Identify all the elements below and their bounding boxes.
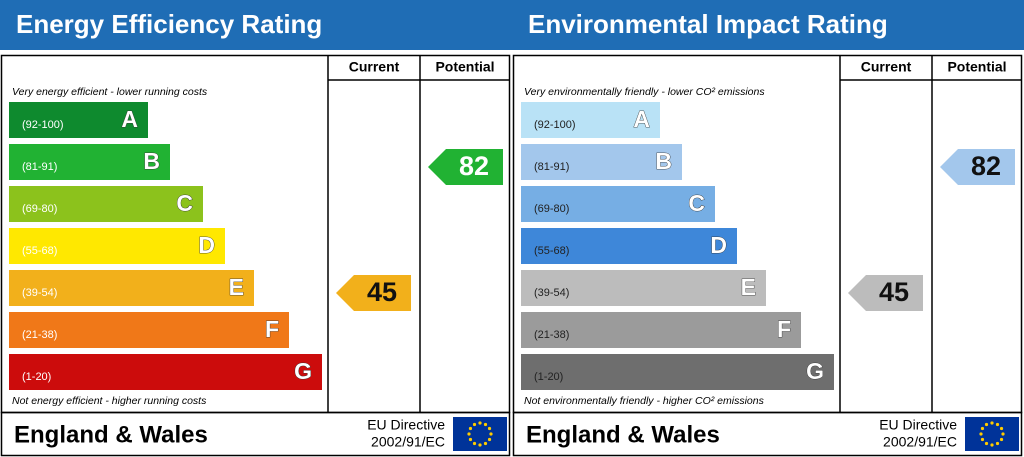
band-letter: A bbox=[121, 106, 138, 132]
band-range: (21-38) bbox=[22, 329, 57, 341]
column-header: Potential bbox=[435, 59, 494, 75]
band-letter: A bbox=[633, 106, 650, 132]
band-range: (69-80) bbox=[534, 203, 569, 215]
eu-star bbox=[468, 426, 473, 431]
rating-bar bbox=[521, 312, 801, 348]
footer-border bbox=[0, 411, 511, 457]
panel-title: Environmental Impact Rating bbox=[528, 9, 888, 39]
eu-star bbox=[979, 432, 983, 436]
column-header: Potential bbox=[947, 59, 1006, 75]
eu-star bbox=[483, 441, 488, 446]
band-range: (69-80) bbox=[22, 203, 57, 215]
eu-star bbox=[478, 443, 482, 447]
eu-star bbox=[984, 422, 989, 427]
eu-star bbox=[980, 437, 985, 442]
rating-bar bbox=[521, 144, 682, 180]
band-range: (21-38) bbox=[534, 329, 569, 341]
band-range: (81-91) bbox=[534, 161, 569, 173]
rating-bar bbox=[521, 354, 834, 390]
band-range: (92-100) bbox=[534, 119, 576, 131]
top-note: Very energy efficient - lower running co… bbox=[12, 86, 208, 98]
title-bar bbox=[0, 0, 1024, 50]
footer-directive: 2002/91/EC bbox=[883, 434, 957, 450]
band-letter: F bbox=[265, 316, 279, 342]
band-range: (55-68) bbox=[22, 245, 57, 257]
eu-star bbox=[487, 426, 492, 431]
band-letter: D bbox=[198, 232, 215, 258]
footer-directive: EU Directive bbox=[367, 417, 445, 433]
rating-arrow bbox=[336, 275, 411, 311]
panel-title: Energy Efficiency Rating bbox=[16, 9, 322, 39]
band-range: (39-54) bbox=[22, 287, 57, 299]
eu-star bbox=[984, 441, 989, 446]
rating-bar bbox=[521, 102, 660, 138]
eu-star bbox=[990, 443, 994, 447]
band-range: (92-100) bbox=[22, 119, 64, 131]
eu-star bbox=[478, 421, 482, 425]
rating-bar bbox=[521, 270, 766, 306]
footer-region: England & Wales bbox=[526, 421, 720, 448]
rating-value: 82 bbox=[971, 151, 1001, 181]
rating-bar bbox=[9, 144, 170, 180]
rating-bar bbox=[9, 312, 289, 348]
eu-star bbox=[990, 421, 994, 425]
eu-star bbox=[467, 432, 471, 436]
band-letter: D bbox=[710, 232, 727, 258]
eu-star bbox=[472, 441, 477, 446]
top-note: Very environmentally friendly - lower CO… bbox=[524, 86, 765, 98]
band-letter: F bbox=[777, 316, 791, 342]
eu-star bbox=[999, 426, 1004, 431]
eu-star bbox=[472, 422, 477, 427]
band-letter: C bbox=[688, 190, 705, 216]
eu-star bbox=[980, 426, 985, 431]
band-letter: C bbox=[176, 190, 193, 216]
rating-value: 82 bbox=[459, 151, 489, 181]
bottom-note: Not environmentally friendly - higher CO… bbox=[524, 395, 765, 407]
band-letter: B bbox=[143, 148, 160, 174]
rating-value: 45 bbox=[367, 277, 397, 307]
footer-border bbox=[512, 411, 1023, 457]
band-letter: E bbox=[741, 274, 756, 300]
rating-bar bbox=[521, 186, 715, 222]
band-letter: G bbox=[294, 358, 312, 384]
rating-arrow bbox=[940, 149, 1015, 185]
eu-star bbox=[489, 432, 493, 436]
column-header: Current bbox=[349, 59, 400, 75]
band-range: (81-91) bbox=[22, 161, 57, 173]
eu-star bbox=[999, 437, 1004, 442]
band-letter: G bbox=[806, 358, 824, 384]
rating-arrow bbox=[848, 275, 923, 311]
footer-region: England & Wales bbox=[14, 421, 208, 448]
eu-star bbox=[995, 422, 1000, 427]
footer-directive: EU Directive bbox=[879, 417, 957, 433]
band-range: (39-54) bbox=[534, 287, 569, 299]
band-range: (1-20) bbox=[22, 371, 51, 383]
footer-directive: 2002/91/EC bbox=[371, 434, 445, 450]
rating-bar bbox=[521, 228, 737, 264]
rating-bar bbox=[9, 228, 225, 264]
band-range: (55-68) bbox=[534, 245, 569, 257]
rating-bar bbox=[9, 270, 254, 306]
band-letter: E bbox=[229, 274, 244, 300]
band-letter: B bbox=[655, 148, 672, 174]
band-range: (1-20) bbox=[534, 371, 563, 383]
rating-value: 45 bbox=[879, 277, 909, 307]
eu-star bbox=[1001, 432, 1005, 436]
eu-star bbox=[995, 441, 1000, 446]
eu-star bbox=[487, 437, 492, 442]
eu-star bbox=[468, 437, 473, 442]
bottom-note: Not energy efficient - higher running co… bbox=[12, 395, 207, 407]
eu-star bbox=[483, 422, 488, 427]
column-header: Current bbox=[861, 59, 912, 75]
rating-bar bbox=[9, 102, 148, 138]
rating-bar bbox=[9, 354, 322, 390]
rating-bar bbox=[9, 186, 203, 222]
rating-arrow bbox=[428, 149, 503, 185]
